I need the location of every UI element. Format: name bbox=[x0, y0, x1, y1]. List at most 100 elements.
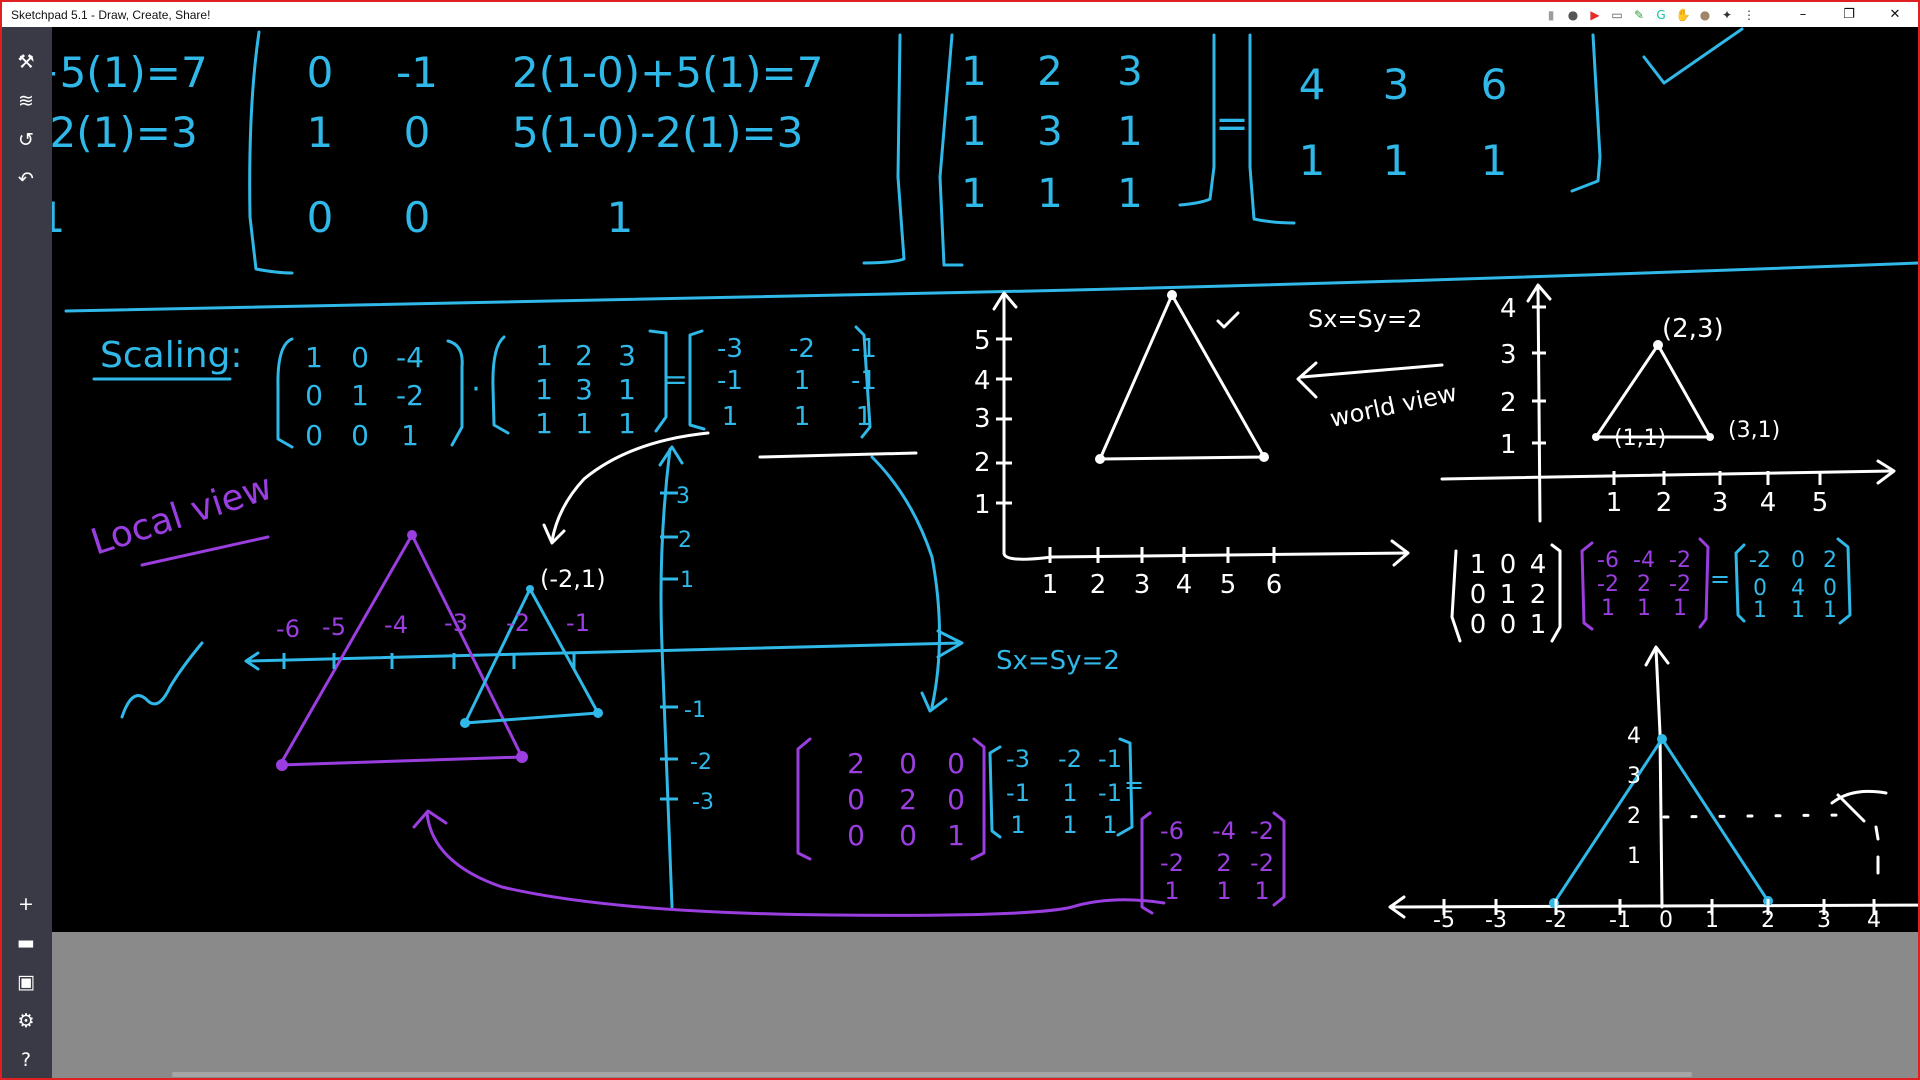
translate-matrix-cell: 0 bbox=[1470, 580, 1487, 610]
result-matrix-cell: -3 bbox=[717, 334, 743, 364]
bottom-x-tick: 4 bbox=[1867, 908, 1881, 932]
close-button[interactable]: ✕ bbox=[1889, 7, 1901, 22]
result-matrix-cell: 1 bbox=[856, 402, 873, 432]
open-folder-icon[interactable]: ▬ bbox=[17, 932, 35, 954]
translate-equals: = bbox=[1710, 565, 1730, 593]
scale-result-cell: -2 bbox=[1160, 849, 1184, 877]
scale-result-cell: -6 bbox=[1160, 817, 1184, 845]
scale-matrix-cell: 0 bbox=[947, 783, 965, 816]
world1-x-tick: 3 bbox=[1134, 570, 1151, 600]
scaling-matrix-cell: 0 bbox=[305, 379, 323, 412]
title-bar: Sketchpad 5.1 - Draw, Create, Share! ▮ ● ▶… bbox=[2, 2, 1918, 27]
world2-x-tick: 1 bbox=[1606, 488, 1623, 518]
help-icon[interactable]: ? bbox=[20, 1049, 32, 1071]
translate-result-cell: 1 bbox=[1791, 598, 1805, 623]
kebab-menu-icon[interactable]: ⋮ bbox=[1743, 7, 1755, 22]
map-pin-icon[interactable]: ● bbox=[1567, 7, 1579, 22]
translate-mult-b-cell: 1 bbox=[1673, 596, 1687, 621]
translate-mult-b-cell: -4 bbox=[1633, 548, 1655, 573]
youtube-icon[interactable]: ▶ bbox=[1590, 7, 1600, 22]
adblock-icon[interactable]: ✋ bbox=[1675, 7, 1691, 22]
world2-x-tick: 3 bbox=[1712, 488, 1729, 518]
purple-triangle bbox=[278, 533, 524, 767]
translate-r-bracket-r bbox=[1836, 537, 1852, 625]
drawing-canvas[interactable]: 0-12(1-0)+5(1)=7105(1-0)-2(1)=30012(1-0)… bbox=[52, 27, 1918, 932]
result-matrix-cell: -1 bbox=[851, 366, 877, 396]
world2-y-tick: 1 bbox=[1500, 430, 1517, 460]
layers-icon[interactable]: ≋ bbox=[18, 90, 34, 112]
translate-result-cell: 1 bbox=[1823, 598, 1837, 623]
cast-icon[interactable]: ▭ bbox=[1611, 7, 1623, 22]
bottom-x-tick: -3 bbox=[1485, 908, 1507, 932]
result-matrix-cell: 1 bbox=[794, 402, 811, 432]
translate-matrix-cell: 0 bbox=[1500, 610, 1517, 640]
horizontal-scrollbar[interactable] bbox=[172, 1072, 1692, 1077]
bookmark-icon[interactable]: ▮ bbox=[1547, 7, 1555, 22]
world1-vertex-right bbox=[1259, 452, 1269, 462]
scale-result-cell: -4 bbox=[1212, 817, 1236, 845]
scaling-matrix-cell: -4 bbox=[396, 341, 424, 374]
puzzle-icon[interactable]: ✦ bbox=[1721, 7, 1733, 22]
tool-sidebar: ⚒ ≋ ↺ ↶ + ▬ ▣ ⚙? bbox=[2, 27, 52, 1078]
world1-vertex-left bbox=[1095, 454, 1105, 464]
points-matrix-cell: 2 bbox=[575, 339, 593, 372]
bottom-x-tick: 3 bbox=[1817, 908, 1831, 932]
scale-matrix-cell: 0 bbox=[899, 747, 917, 780]
translate-bracket-r bbox=[1550, 543, 1562, 643]
undo-icon[interactable]: ↶ bbox=[18, 168, 34, 190]
points-bracket-r bbox=[648, 329, 668, 433]
world1-y-arrow bbox=[992, 291, 1018, 311]
cyan-vertex-right bbox=[593, 708, 603, 718]
points-matrix-cell: 1 bbox=[618, 373, 636, 406]
world1-x-tick: 5 bbox=[1220, 570, 1237, 600]
result-bracket-l bbox=[688, 329, 706, 431]
translate-mult-b-cell: -2 bbox=[1669, 572, 1691, 597]
grammarly-icon[interactable]: G bbox=[1656, 7, 1666, 22]
translate-mult-b-cell: -2 bbox=[1669, 548, 1691, 573]
scale-matrix-cell: 2 bbox=[899, 783, 917, 816]
scaling-bracket-r bbox=[446, 339, 464, 447]
top-matrix-a-cell: 0 bbox=[307, 193, 334, 242]
points-matrix-cell: 1 bbox=[575, 407, 593, 440]
world1-y-tick: 4 bbox=[974, 366, 991, 396]
new-icon[interactable]: + bbox=[18, 893, 34, 915]
scale-matrix-cell: 0 bbox=[847, 819, 865, 852]
translate-mult-b-cell: -2 bbox=[1597, 572, 1619, 597]
tools-icon[interactable]: ⚒ bbox=[17, 51, 35, 73]
save-icon[interactable]: ▣ bbox=[17, 971, 35, 993]
local-x-tick: -1 bbox=[566, 609, 590, 637]
history-icon[interactable]: ↺ bbox=[18, 129, 34, 151]
bottom-x-tick: -2 bbox=[1545, 908, 1567, 932]
bottom-x-tick: -1 bbox=[1609, 908, 1631, 932]
top-matrix-b-cell: 2 bbox=[1037, 49, 1062, 95]
cyan-vertex-top bbox=[526, 585, 534, 593]
bracket-b-left bbox=[938, 33, 964, 267]
points-matrix-cell: 1 bbox=[535, 407, 553, 440]
points-bracket-l bbox=[491, 335, 510, 435]
window-title: Sketchpad 5.1 - Draw, Create, Share! bbox=[11, 7, 211, 22]
local-x-tick: -2 bbox=[506, 609, 530, 637]
translate-matrix-cell: 0 bbox=[1500, 550, 1517, 580]
translate-matrix-cell: 1 bbox=[1470, 550, 1487, 580]
squiggle bbox=[120, 641, 204, 719]
axis-ticks bbox=[282, 305, 1876, 915]
translate-matrix-cell: 2 bbox=[1530, 580, 1547, 610]
bracket-a-left bbox=[248, 30, 294, 275]
translate-mult-b-cell: 1 bbox=[1601, 596, 1615, 621]
translate-matrix-cell: 1 bbox=[1530, 610, 1547, 640]
settings-icon[interactable]: ⚙ bbox=[17, 1010, 35, 1032]
world2-point-label: (3,1) bbox=[1728, 418, 1780, 443]
world-view-label: world view bbox=[1327, 379, 1459, 433]
top-matrix-c-cell: 1 bbox=[1383, 136, 1410, 185]
profile-icon[interactable]: ● bbox=[1699, 7, 1711, 22]
purple-vertex-top bbox=[407, 530, 417, 540]
maximize-button[interactable]: ❐ bbox=[1843, 7, 1855, 22]
top-matrix-a-cell: 2(1-0)+5(1)=7 bbox=[52, 48, 208, 97]
feather-icon[interactable]: ✎ bbox=[1633, 7, 1645, 22]
local-x-arrow-left bbox=[244, 651, 260, 671]
world2-x-tick: 4 bbox=[1760, 488, 1777, 518]
top-matrix-a-formula: 2(1-0)+5(1)=7 bbox=[512, 48, 823, 97]
bottom-y-tick: 2 bbox=[1627, 804, 1641, 829]
minimize-button[interactable]: – bbox=[1799, 7, 1807, 22]
result-matrix-cell: 1 bbox=[722, 402, 739, 432]
